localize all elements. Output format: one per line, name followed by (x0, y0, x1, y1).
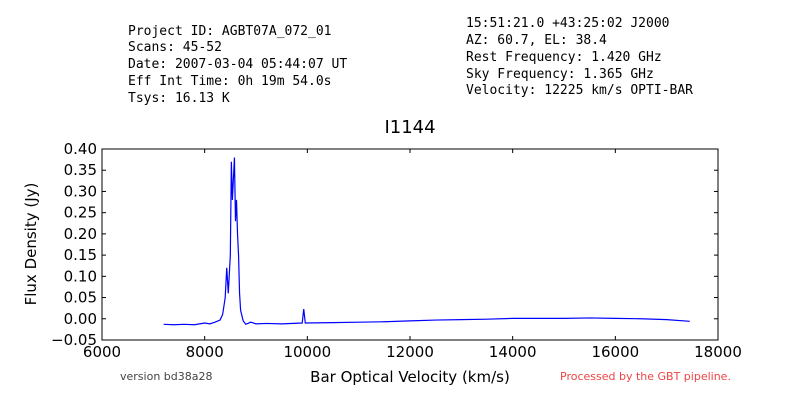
x-tick-label: 8000 (186, 343, 224, 361)
y-tick-label: 0.40 (64, 140, 97, 158)
x-axis-label: Bar Optical Velocity (km/s) (310, 368, 510, 386)
header-line: Date: 2007-03-04 05:44:07 UT (128, 57, 347, 72)
spectrum-line (163, 157, 690, 326)
header-line: 15:51:21.0 +43:25:02 J2000 (466, 16, 670, 31)
version-note: version bd38a28 (120, 370, 213, 383)
header-line: Tsys: 16.13 K (128, 91, 230, 106)
y-tick-label: 0.25 (64, 204, 97, 222)
y-tick-label: 0.20 (64, 225, 97, 243)
header-line: AZ: 60.7, EL: 38.4 (466, 33, 607, 48)
y-tick-label: 0.10 (64, 267, 97, 285)
x-tick-label: 6000 (83, 343, 121, 361)
header-line: Eff Int Time: 0h 19m 54.0s (128, 74, 332, 89)
header-line: Project ID: AGBT07A_072_01 (128, 24, 332, 39)
chart-title: I1144 (384, 117, 435, 138)
y-tick-label: 0.35 (64, 161, 97, 179)
plot-frame (101, 148, 719, 341)
y-axis-label: Flux Density (Jy) (22, 183, 40, 306)
x-tick-label: 10000 (283, 343, 331, 361)
y-tick-label: 0.15 (64, 246, 97, 264)
x-tick-label: 16000 (591, 343, 639, 361)
header-line: Sky Frequency: 1.365 GHz (466, 67, 654, 82)
pipeline-note: Processed by the GBT pipeline. (560, 370, 731, 383)
y-tick-label: −0.05 (51, 331, 97, 349)
y-tick-label: 0.05 (64, 289, 97, 307)
x-tick-label: 18000 (694, 343, 742, 361)
y-tick-label: 0.30 (64, 182, 97, 200)
y-tick-label: 0.00 (64, 310, 97, 328)
header-line: Scans: 45-52 (128, 40, 222, 55)
header-line: Velocity: 12225 km/s OPTI-BAR (466, 83, 693, 98)
header-line: Rest Frequency: 1.420 GHz (466, 50, 662, 65)
x-tick-label: 14000 (489, 343, 537, 361)
x-tick-label: 12000 (386, 343, 434, 361)
